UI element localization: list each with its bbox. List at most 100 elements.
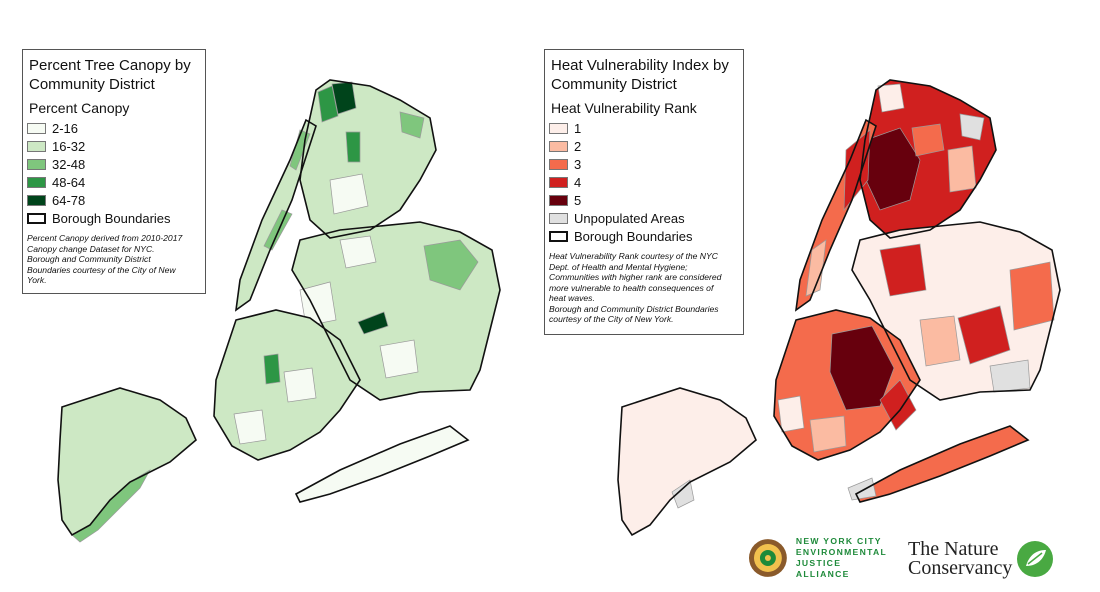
hvi-class-entry: 4 [549, 173, 735, 191]
hvi-class-swatch [549, 194, 568, 206]
bronx-unpopulated [959, 113, 985, 141]
tnc-line2: Conservancy [908, 557, 1013, 579]
canopy-class-swatch [27, 194, 46, 206]
canopy-class-swatch [27, 122, 46, 134]
canopy-class-label: 2-16 [52, 120, 79, 136]
bronx-district-mid [399, 111, 425, 139]
hvi-rank-heading: Heat Vulnerability Rank [551, 100, 697, 116]
note-line: Dept. of Health and Mental Hygiene; [549, 261, 688, 272]
bronx-district-rank3 [911, 123, 945, 157]
hvi-class-entry: 5 [549, 191, 735, 209]
canopy-class-label: 64-78 [52, 192, 86, 208]
queens-district-rank4-north [879, 243, 927, 297]
canopy-class-swatch [27, 158, 46, 170]
hvi-title-line1: Heat Vulnerability Index by [551, 57, 729, 74]
queens-district-light-3 [299, 281, 337, 327]
borough-boundaries-entry: Borough Boundaries [549, 227, 735, 245]
note-line: Heat Vulnerability Rank courtesy of the … [549, 251, 718, 261]
queens-district-mid [423, 239, 479, 291]
canopy-class-entry: 32-48 [27, 155, 197, 173]
hvi-class-entry: 3 [549, 155, 735, 173]
bronx-district-rank1-north [877, 83, 905, 113]
nyc-ej-seal-icon [748, 539, 787, 577]
rockaway-unpopulated [847, 477, 877, 501]
queens-district-rank2 [919, 315, 961, 367]
tree-canopy-legend: Percent Tree Canopy by Community Distric… [22, 49, 206, 294]
note-line: heat waves. [549, 293, 595, 303]
borough-boundaries-right [617, 79, 1061, 537]
queens-district-rank4 [957, 305, 1011, 365]
boundary-swatch [27, 212, 46, 224]
canopy-class-entry: 2-16 [27, 119, 197, 137]
hvi-class-entry: 1 [549, 119, 735, 137]
hvi-class-label: 2 [574, 138, 582, 154]
hvi-class-swatch [549, 140, 568, 152]
hvi-class-swatch [549, 176, 568, 188]
canopy-class-label: 48-64 [52, 174, 86, 190]
canopy-class-label: 32-48 [52, 156, 86, 172]
hvi-class-swatch [549, 158, 568, 170]
canopy-class-swatch [27, 140, 46, 152]
queens-district-light-1 [339, 235, 377, 269]
boundary-swatch [549, 230, 568, 242]
rockaway-region-hvi [855, 425, 1029, 503]
canopy-class-label: 16-32 [52, 138, 86, 154]
note-line: courtesy of the City of New York. [549, 314, 674, 324]
queens-district-light-2 [379, 339, 419, 379]
hvi-class-label: 4 [574, 174, 582, 190]
tree-canopy-map [57, 79, 501, 543]
staten-island-unpopulated [671, 479, 695, 509]
tnc-leaf-icon [1017, 541, 1054, 577]
canopy-class-entry: 16-32 [27, 137, 197, 155]
canopy-class-swatch [27, 176, 46, 188]
hvi-class-label: 5 [574, 192, 582, 208]
tnc-line1: The Nature [908, 538, 999, 560]
note-line: York. [27, 275, 47, 285]
nyc-ej-line: NEW YORK CITY [795, 536, 882, 546]
heat-vulnerability-map [617, 79, 1061, 537]
hvi-title-line2: Community District [551, 76, 677, 93]
brooklyn-district-medium [263, 353, 281, 385]
unpopulated-swatch [549, 212, 568, 224]
note-line: Boundaries courtesy of the City of New [27, 264, 176, 275]
brooklyn-district-rank1 [777, 395, 805, 433]
note-line: Communities with higher rank are conside… [549, 272, 722, 282]
heat-vulnerability-legend: Heat Vulnerability Index by Community Di… [544, 49, 744, 335]
rockaway-region [295, 425, 469, 503]
queens-district-dark [357, 311, 389, 335]
nature-conservancy-logo: The Nature Conservancy [908, 538, 1058, 580]
hvi-class-entry: 2 [549, 137, 735, 155]
nyc-ej-line: ENVIRONMENTAL [795, 547, 888, 557]
nyc-ej-alliance-logo: NEW YORK CITY ENVIRONMENTAL JUSTICE ALLI… [748, 536, 898, 580]
percent-canopy-heading: Percent Canopy [29, 100, 130, 116]
note-line: Borough and Community District Boundarie… [549, 303, 719, 314]
bronx-district-park [345, 131, 361, 163]
bronx-district-medium [317, 85, 339, 123]
bronx-district-light [329, 173, 369, 215]
note-line: Canopy change Dataset for NYC. [27, 243, 155, 254]
note-line: more vulnerable to health consequences o… [549, 282, 714, 293]
borough-boundaries-entry: Borough Boundaries [27, 209, 197, 227]
hvi-class-list: 1 2 3 4 5 [549, 119, 735, 209]
borough-boundaries-left [57, 79, 501, 537]
unpopulated-entry: Unpopulated Areas [549, 209, 735, 227]
canopy-class-entry: 64-78 [27, 191, 197, 209]
nyc-ej-line: JUSTICE ALLIANCE [795, 558, 850, 579]
brooklyn-district-light-1 [283, 367, 317, 403]
note-line: Percent Canopy derived from 2010-2017 [27, 233, 183, 243]
bronx-district-rank2 [947, 145, 977, 193]
manhattan-district-rank2 [805, 239, 827, 297]
unpopulated-label: Unpopulated Areas [574, 210, 685, 226]
queens-district-rank3-east [1009, 261, 1055, 331]
canopy-class-list: 2-16 16-32 32-48 48-64 64-78 [27, 119, 197, 209]
tree-canopy-title-line1: Percent Tree Canopy by [29, 57, 191, 74]
brooklyn-district-rank5 [829, 325, 895, 411]
brooklyn-district-light-2 [233, 409, 267, 445]
hvi-class-label: 3 [574, 156, 582, 172]
brooklyn-district-rank2 [809, 415, 847, 453]
queens-unpopulated [989, 359, 1031, 393]
canopy-class-entry: 48-64 [27, 173, 197, 191]
boundary-label: Borough Boundaries [52, 210, 171, 226]
note-line: Borough and Community District [27, 254, 151, 264]
